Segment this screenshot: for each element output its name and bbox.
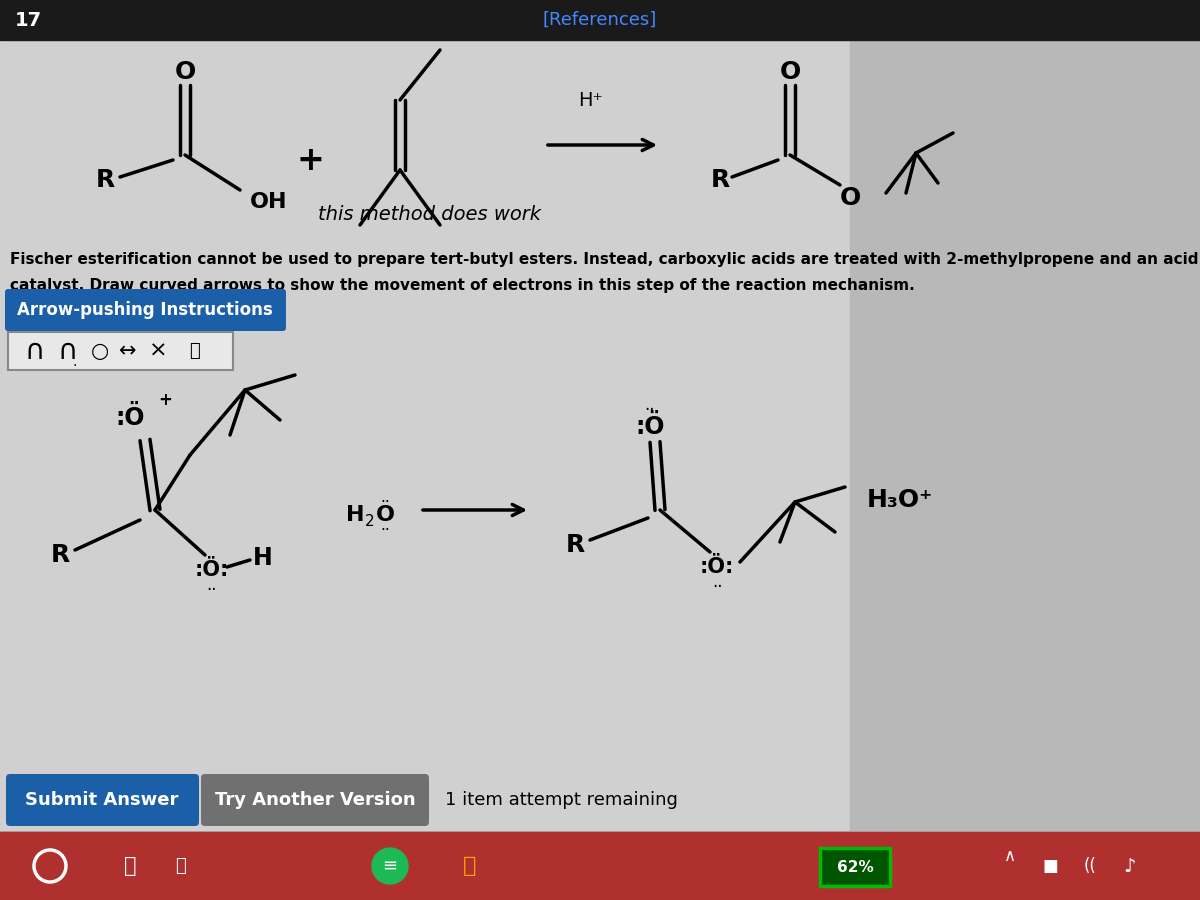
Text: ○: ○ [91,341,109,361]
Text: H: H [253,546,272,570]
Text: 🔥: 🔥 [463,856,476,876]
Text: H⁺: H⁺ [577,91,602,110]
Text: [References]: [References] [542,11,658,29]
Text: O: O [174,60,196,84]
Text: ··: ·· [644,401,655,419]
Text: +: + [296,143,324,176]
Text: ((: (( [1084,857,1097,875]
Text: H₃O⁺: H₃O⁺ [866,488,934,512]
Text: ∩: ∩ [58,337,78,365]
Bar [820,848,890,886]
Text: 日: 日 [124,856,137,876]
Text: ♪: ♪ [1123,857,1136,876]
Text: ··: ·· [712,578,722,596]
Text: OH: OH [250,192,288,212]
Text: ··: ·· [380,523,390,537]
Text: O: O [779,60,800,84]
Text: .: . [73,355,77,369]
Text: 17: 17 [14,11,42,30]
FancyBboxPatch shape [5,289,286,331]
Text: :Ö: :Ö [115,406,145,430]
Bar [8,332,233,370]
Text: ↔: ↔ [119,341,137,361]
Text: 🗑: 🗑 [190,342,200,360]
Text: ∩: ∩ [25,337,46,365]
Text: catalyst. Draw curved arrows to show the movement of electrons in this step of t: catalyst. Draw curved arrows to show the… [10,278,914,293]
Text: :Ö:: :Ö: [700,557,734,577]
Bar [0,832,1200,900]
Text: this method does work: this method does work [318,205,541,224]
Text: O: O [376,505,395,525]
Circle shape [372,848,408,884]
FancyBboxPatch shape [202,774,430,826]
FancyBboxPatch shape [6,774,199,826]
Text: Submit Answer: Submit Answer [25,791,179,809]
Bar [850,0,1200,830]
Text: Fischer esterification cannot be used to prepare tert-butyl esters. Instead, car: Fischer esterification cannot be used to… [10,252,1199,267]
Text: Try Another Version: Try Another Version [215,791,415,809]
Text: R: R [710,168,730,192]
Text: :Ö: :Ö [635,415,665,439]
Text: R: R [95,168,115,192]
Text: H: H [346,505,365,525]
Text: O: O [839,186,860,210]
Text: ■: ■ [1042,857,1058,875]
Text: :Ö:: :Ö: [194,560,229,580]
Text: ≡: ≡ [383,857,397,875]
Text: 2: 2 [365,515,374,529]
Text: Arrow-pushing Instructions: Arrow-pushing Instructions [17,301,272,319]
Text: 1 item attempt remaining: 1 item attempt remaining [445,791,678,809]
Text: R: R [50,543,70,567]
Text: +: + [158,391,172,409]
Text: ··: ·· [380,494,390,509]
Text: 📁: 📁 [175,857,185,875]
Text: 62%: 62% [836,860,874,875]
Text: ∧: ∧ [1004,847,1016,865]
Text: ··: ·· [206,581,217,599]
Text: ×: × [149,341,167,361]
Text: R: R [565,533,584,557]
Bar [0,0,1200,40]
